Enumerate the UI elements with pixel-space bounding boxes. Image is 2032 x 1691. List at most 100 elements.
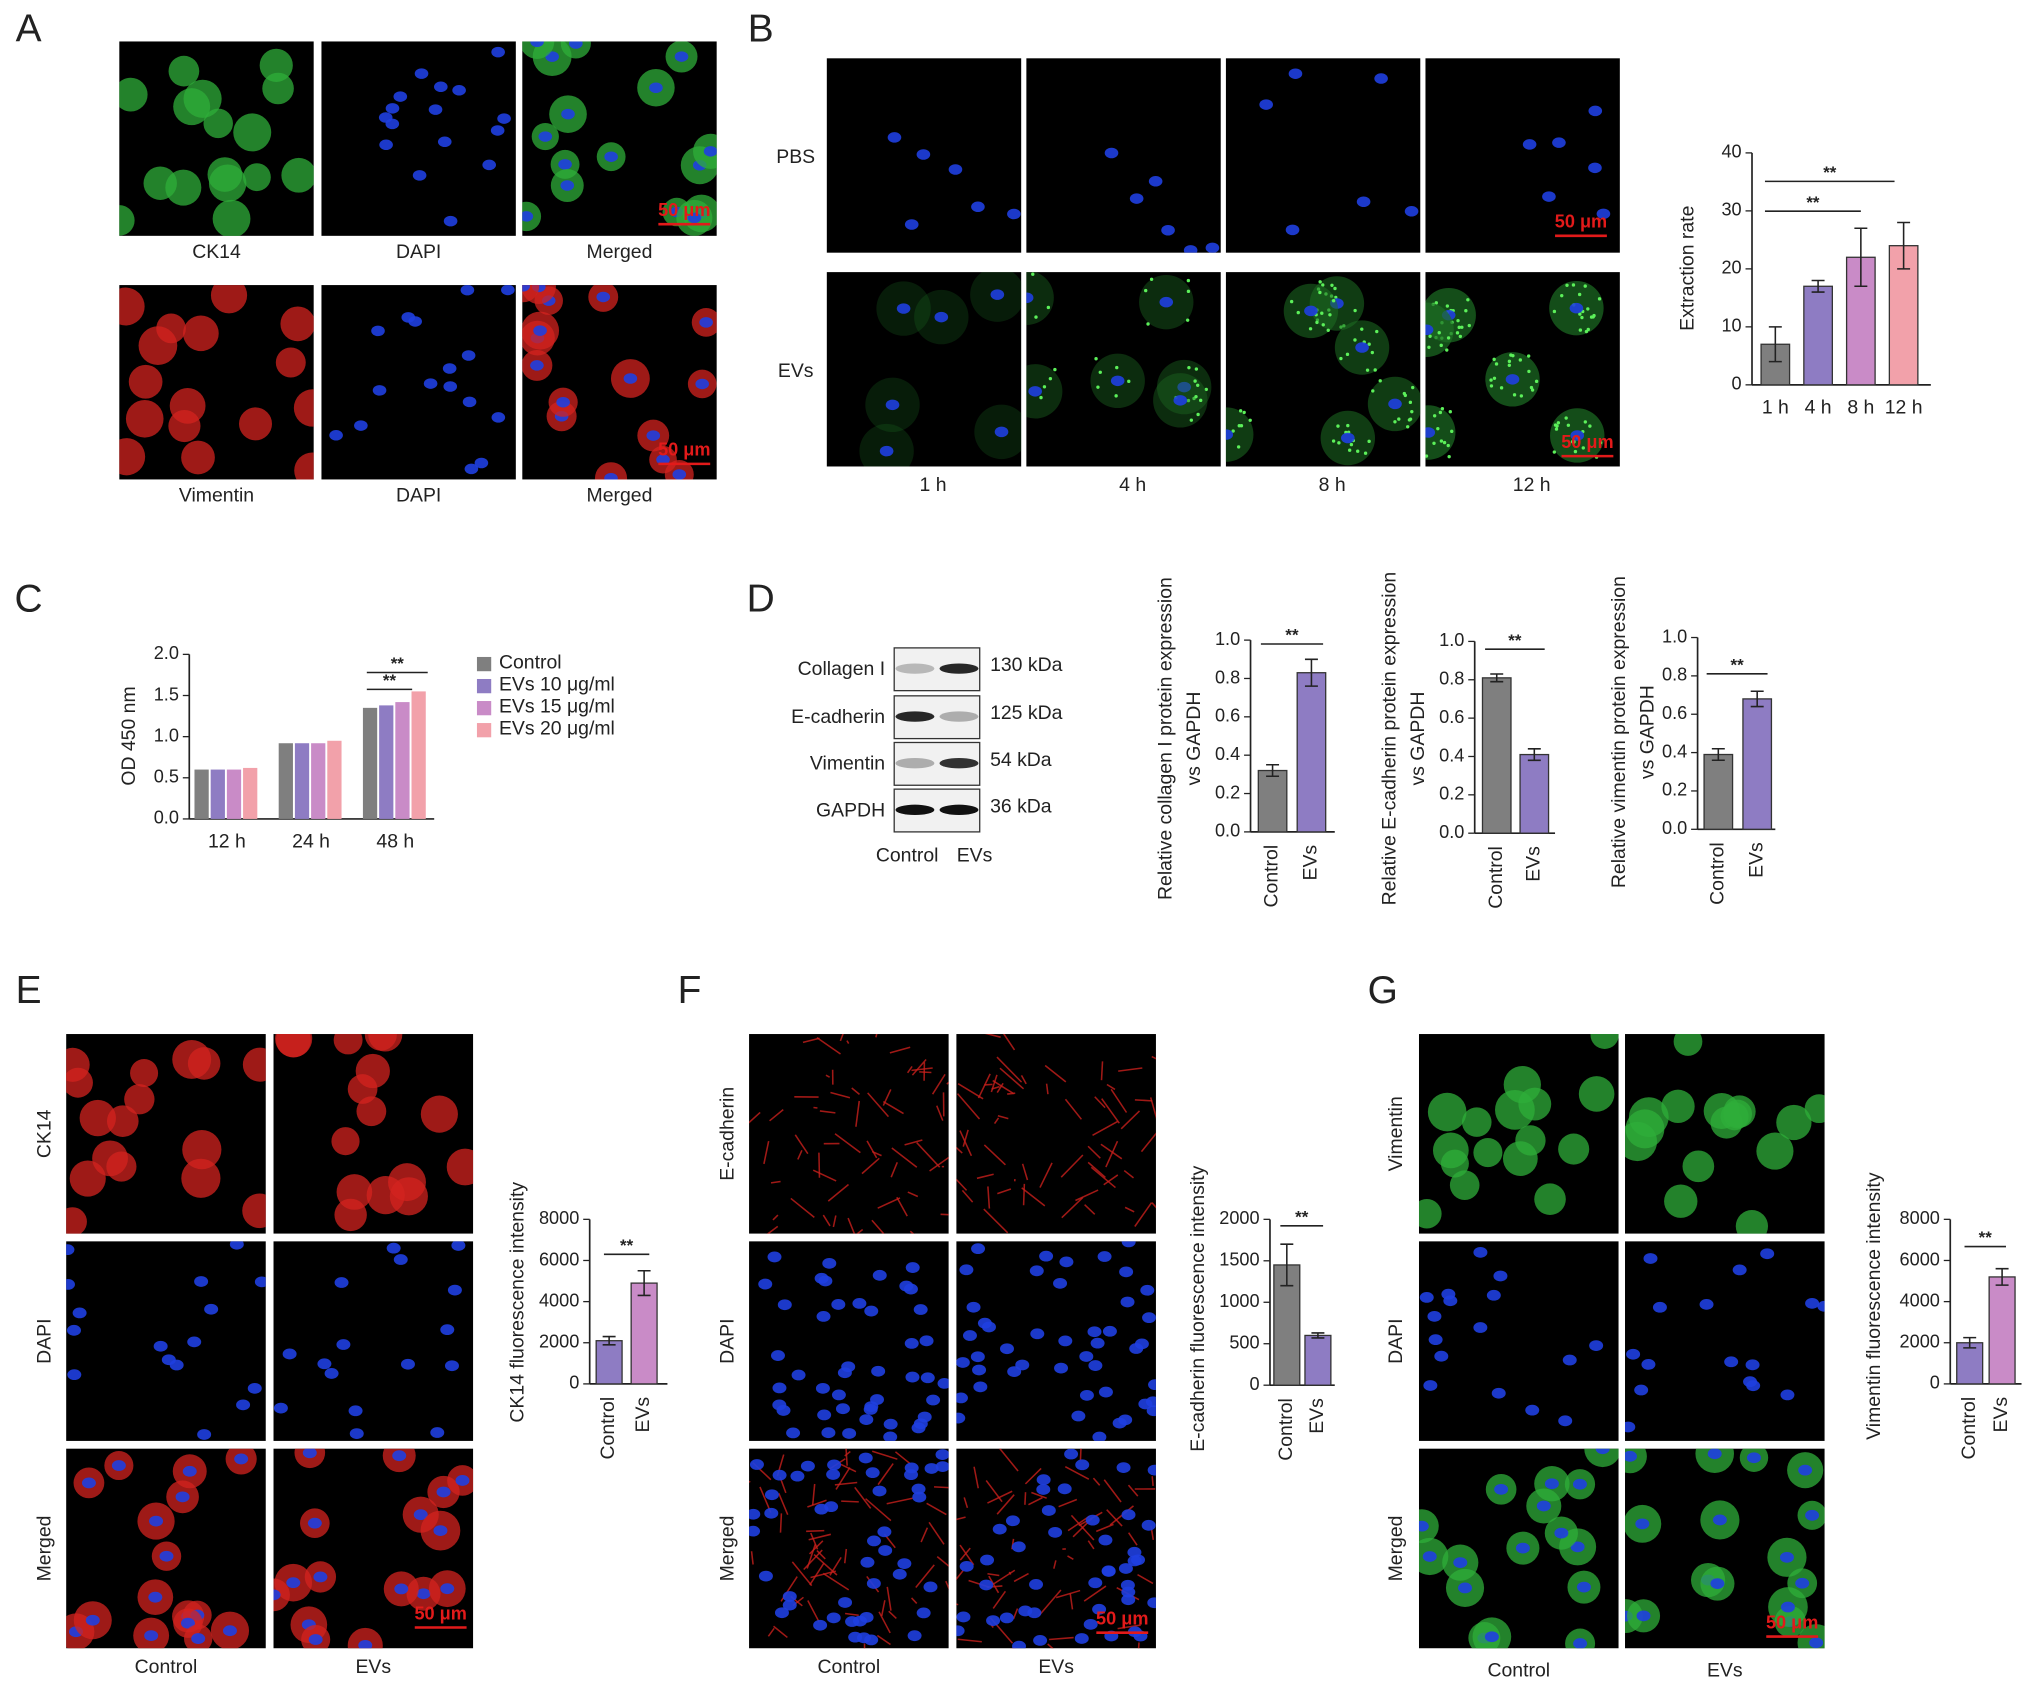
vesicle bbox=[1457, 325, 1461, 330]
membrane bbox=[779, 1513, 783, 1533]
x-tick-label: Control bbox=[1275, 1398, 1297, 1461]
bar bbox=[1519, 753, 1550, 834]
cell bbox=[1449, 1170, 1480, 1200]
significance-label: ** bbox=[383, 671, 397, 690]
cells bbox=[1418, 1448, 1619, 1649]
row-label: Merged bbox=[716, 1516, 738, 1582]
membrane bbox=[1087, 1161, 1106, 1178]
nucleus bbox=[1795, 1577, 1810, 1589]
y-tick-label: 1000 bbox=[1219, 1291, 1259, 1311]
nucleus bbox=[1724, 1356, 1739, 1368]
nucleus bbox=[1288, 68, 1303, 79]
nucleus bbox=[385, 103, 400, 114]
membrane bbox=[929, 1156, 949, 1172]
membrane bbox=[926, 1502, 947, 1516]
membrane bbox=[931, 1073, 946, 1095]
vesicle bbox=[1353, 338, 1357, 342]
nucleus bbox=[437, 136, 452, 148]
nucleus bbox=[885, 399, 900, 411]
vesicle bbox=[1560, 293, 1564, 298]
vesicle bbox=[1464, 309, 1468, 313]
column-label: 12 h bbox=[1513, 474, 1551, 496]
vesicle bbox=[1115, 365, 1119, 370]
nucleus bbox=[1779, 1551, 1794, 1563]
nucleus bbox=[1780, 1601, 1795, 1613]
nucleus bbox=[749, 1508, 761, 1520]
nucleus bbox=[864, 1305, 879, 1317]
nucleus bbox=[569, 41, 583, 49]
cells bbox=[758, 1251, 949, 1441]
nucleus bbox=[1304, 305, 1318, 317]
nucleus bbox=[1074, 1633, 1089, 1644]
cells bbox=[1026, 272, 1212, 428]
nucleus bbox=[934, 311, 949, 323]
membrane bbox=[816, 1550, 826, 1560]
nucleus bbox=[907, 1630, 922, 1642]
band-size: 54 kDa bbox=[990, 749, 1052, 771]
nucleus bbox=[1036, 1474, 1051, 1486]
nucleus bbox=[656, 454, 670, 465]
vesicle bbox=[1573, 449, 1578, 454]
membrane bbox=[906, 1065, 913, 1074]
membrane bbox=[934, 1486, 949, 1489]
nucleus bbox=[883, 1418, 898, 1430]
nucleus bbox=[1259, 99, 1273, 110]
bar bbox=[1703, 753, 1734, 830]
cell bbox=[128, 364, 163, 399]
cell bbox=[356, 1096, 387, 1127]
nucleus bbox=[394, 1583, 409, 1595]
nucleus bbox=[790, 1470, 805, 1482]
membrane bbox=[1106, 1083, 1116, 1091]
nucleus bbox=[1473, 1322, 1488, 1333]
nucleus bbox=[522, 285, 530, 292]
cell bbox=[1682, 1150, 1715, 1183]
vesicle bbox=[1185, 318, 1190, 322]
cells bbox=[1419, 1246, 1604, 1427]
nucleus bbox=[440, 1583, 455, 1595]
cell bbox=[130, 1059, 159, 1088]
x-tick-label: 12 h bbox=[1885, 396, 1923, 418]
membrane bbox=[889, 1046, 911, 1054]
nucleus bbox=[1121, 1594, 1136, 1606]
y-tick-label: 6000 bbox=[539, 1249, 579, 1269]
nucleus bbox=[1780, 1389, 1795, 1401]
nucleus bbox=[413, 1509, 428, 1521]
error-bar bbox=[1768, 326, 1782, 363]
nucleus bbox=[1443, 1295, 1458, 1307]
y-tick-label: 0.6 bbox=[1662, 703, 1687, 723]
cell bbox=[66, 1207, 87, 1234]
nucleus bbox=[317, 1358, 332, 1370]
nucleus bbox=[674, 51, 689, 62]
vesicle bbox=[1445, 348, 1449, 352]
nucleus bbox=[1097, 1251, 1112, 1262]
nucleus bbox=[856, 1632, 871, 1644]
nucleus bbox=[1569, 302, 1584, 314]
y-axis-label: Relative vimentin protein expression bbox=[1608, 576, 1630, 888]
membrane bbox=[871, 1450, 898, 1460]
vesicle bbox=[1328, 313, 1332, 317]
cells bbox=[119, 48, 314, 236]
nucleus bbox=[1341, 432, 1355, 444]
nucleus bbox=[845, 1616, 860, 1627]
nucleus bbox=[887, 132, 902, 143]
membrane bbox=[808, 1533, 832, 1541]
membrane bbox=[1140, 1132, 1156, 1153]
nucleus bbox=[905, 1262, 920, 1273]
vesicle bbox=[1420, 306, 1423, 309]
bar bbox=[1956, 1342, 1984, 1385]
nucleus bbox=[904, 1469, 919, 1481]
vesicle bbox=[1196, 412, 1200, 417]
vesicle bbox=[1365, 368, 1370, 372]
y-tick-label: 0 bbox=[569, 1373, 579, 1393]
y-axis-label: Relative collagen I protein expression bbox=[1154, 577, 1176, 900]
nucleus bbox=[835, 1403, 850, 1415]
vesicle bbox=[1458, 334, 1463, 339]
membrane bbox=[1103, 1174, 1119, 1186]
nucleus bbox=[358, 1639, 373, 1649]
vesicle bbox=[1427, 345, 1431, 349]
y-tick-label: 1500 bbox=[1219, 1250, 1259, 1270]
cell bbox=[187, 1047, 221, 1080]
nucleus bbox=[1707, 1448, 1722, 1460]
nucleus bbox=[423, 378, 438, 389]
column-label: Control bbox=[818, 1656, 881, 1678]
